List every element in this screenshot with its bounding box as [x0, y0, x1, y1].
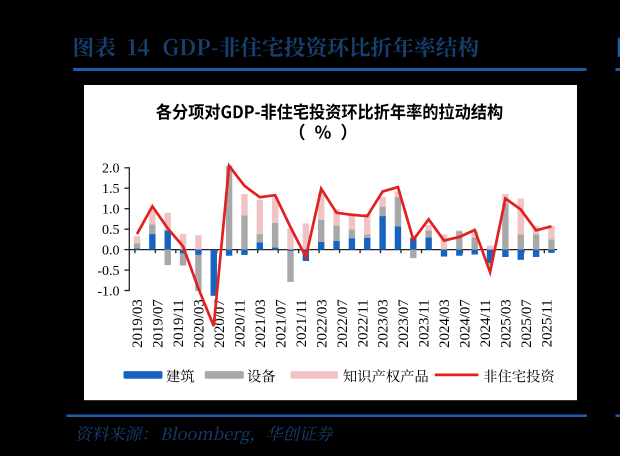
svg-text:2024/11: 2024/11: [478, 299, 494, 347]
svg-text:-0.5: -0.5: [97, 264, 119, 279]
svg-text:2021/03: 2021/03: [253, 299, 269, 348]
svg-text:2021/11: 2021/11: [294, 299, 310, 347]
svg-text:0.5: 0.5: [102, 223, 120, 238]
svg-text:2023/11: 2023/11: [417, 299, 433, 347]
svg-text:2023/07: 2023/07: [396, 299, 412, 348]
svg-text:2021/07: 2021/07: [273, 299, 289, 348]
svg-text:-1.0: -1.0: [97, 284, 119, 299]
svg-text:2022/03: 2022/03: [314, 299, 330, 348]
svg-text:2020/11: 2020/11: [232, 299, 248, 347]
svg-text:2.0: 2.0: [102, 162, 120, 177]
svg-text:2022/11: 2022/11: [355, 299, 371, 347]
svg-text:2025/07: 2025/07: [519, 299, 535, 348]
svg-text:2025/03: 2025/03: [499, 299, 515, 348]
svg-text:2019/11: 2019/11: [171, 299, 187, 347]
svg-text:2019/03: 2019/03: [130, 299, 146, 348]
svg-text:1.0: 1.0: [102, 203, 120, 218]
svg-text:2019/07: 2019/07: [151, 299, 167, 348]
svg-text:2023/03: 2023/03: [376, 299, 392, 348]
svg-text:2024/03: 2024/03: [437, 299, 453, 348]
svg-text:0.0: 0.0: [102, 243, 120, 258]
svg-text:2020/03: 2020/03: [192, 299, 208, 348]
svg-text:2022/07: 2022/07: [335, 299, 351, 348]
svg-text:1.5: 1.5: [102, 182, 120, 197]
svg-text:2024/07: 2024/07: [458, 299, 474, 348]
svg-text:2025/11: 2025/11: [540, 299, 556, 347]
